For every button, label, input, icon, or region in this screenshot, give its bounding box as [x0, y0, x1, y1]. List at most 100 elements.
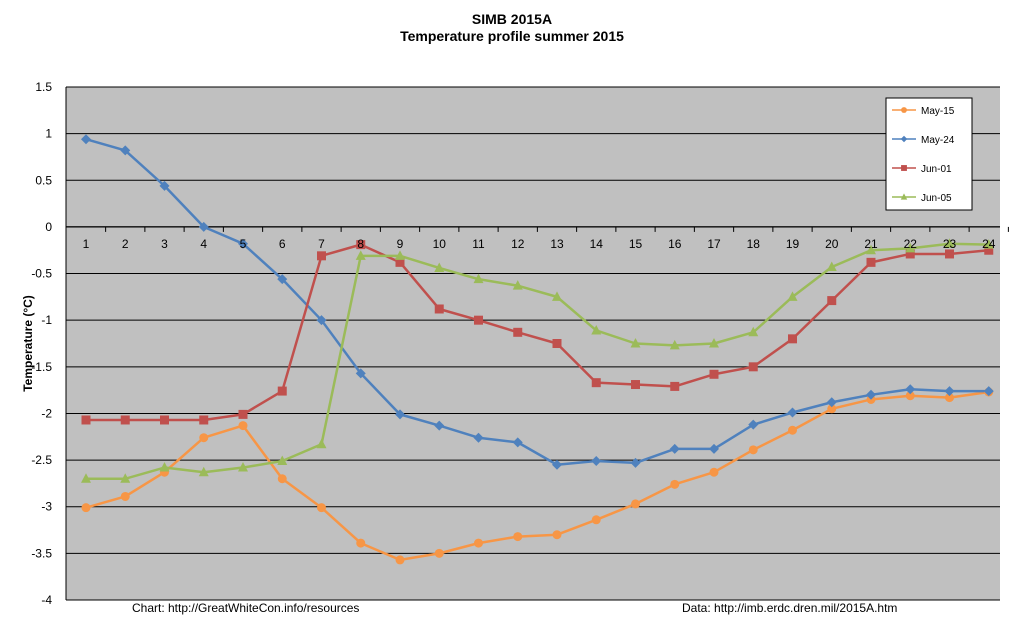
data-point-Jun-01 — [395, 257, 405, 267]
data-point-May-24 — [826, 397, 837, 408]
y-tick-label: -3 — [41, 500, 52, 514]
data-point-Jun-01 — [513, 327, 523, 337]
data-point-Jun-01 — [317, 251, 326, 261]
data-point-Jun-05 — [120, 473, 131, 483]
x-tick-label: 11 — [472, 237, 485, 251]
data-point-May-24 — [198, 221, 209, 232]
y-tick-label: -0.5 — [31, 267, 52, 281]
data-point-Jun-01 — [591, 378, 601, 388]
data-point-Jun-05 — [473, 273, 484, 284]
data-point-May-15 — [788, 425, 797, 435]
data-point-Jun-05 — [512, 280, 523, 290]
data-point-May-24 — [512, 437, 523, 448]
legend-label: May-24 — [921, 135, 955, 146]
x-tick-label: 18 — [747, 237, 761, 251]
data-point-May-15 — [552, 530, 562, 540]
x-tick-label: 21 — [864, 237, 878, 251]
x-tick-label: 16 — [668, 237, 682, 251]
data-point-Jun-05 — [591, 324, 602, 335]
x-tick-label: 17 — [707, 237, 721, 251]
data-point-Jun-01 — [120, 415, 130, 425]
data-point-May-15 — [905, 391, 915, 401]
x-tick-label: 14 — [590, 237, 604, 251]
y-tick-label: -2 — [41, 406, 52, 420]
x-tick-label: 22 — [904, 237, 918, 251]
data-point-May-24 — [787, 407, 798, 418]
data-point-Jun-01 — [356, 240, 366, 250]
x-tick-label: 10 — [433, 237, 447, 251]
data-point-May-15 — [631, 499, 640, 509]
y-tick-label: -2.5 — [31, 453, 52, 467]
data-point-May-24 — [355, 368, 366, 379]
data-point-Jun-01 — [474, 315, 483, 325]
data-point-May-24 — [709, 443, 719, 454]
data-point-May-24 — [591, 456, 602, 467]
data-point-May-15 — [474, 538, 483, 548]
y-tick-label: -4 — [41, 593, 52, 607]
data-point-Jun-01 — [670, 381, 680, 391]
data-point-May-24 — [434, 420, 445, 431]
data-point-Jun-01 — [788, 334, 797, 344]
x-tick-label: 23 — [943, 237, 957, 251]
data-point-May-15 — [945, 393, 954, 403]
x-tick-label: 1 — [83, 237, 90, 251]
data-point-Jun-05 — [983, 239, 994, 249]
data-point-May-24 — [159, 180, 170, 191]
data-point-May-24 — [748, 419, 759, 430]
data-point-Jun-01 — [631, 380, 640, 390]
data-point-Jun-05 — [81, 473, 91, 483]
data-point-May-24 — [277, 274, 288, 285]
data-point-Jun-01 — [552, 339, 562, 348]
data-point-Jun-05 — [238, 462, 248, 472]
x-tick-label: 4 — [200, 237, 207, 251]
series-line-May-24 — [85, 138, 989, 467]
data-point-May-15 — [395, 555, 405, 565]
data-point-May-15 — [513, 532, 523, 542]
data-point-Jun-01 — [709, 369, 719, 379]
data-point-May-24 — [669, 443, 680, 454]
data-point-May-15 — [120, 491, 130, 501]
x-tick-label: 13 — [550, 237, 564, 251]
legend-label: Jun-01 — [921, 164, 952, 175]
data-point-May-15 — [827, 404, 837, 414]
data-point-May-24 — [552, 459, 562, 470]
y-tick-label: 1.5 — [35, 80, 52, 94]
data-point-May-15 — [317, 503, 326, 513]
data-point-May-24 — [473, 432, 484, 443]
x-tick-label: 7 — [318, 237, 325, 251]
data-point-Jun-05 — [277, 455, 288, 466]
data-point-May-15 — [238, 421, 248, 431]
data-point-Jun-01 — [984, 245, 994, 255]
data-point-May-15 — [199, 433, 209, 443]
y-tick-label: 0.5 — [35, 173, 52, 187]
data-point-May-24 — [630, 457, 641, 468]
data-point-Jun-05 — [787, 291, 798, 301]
y-tick-label: 0 — [45, 220, 52, 234]
data-point-May-15 — [434, 548, 444, 558]
series-line-Jun-01 — [86, 243, 989, 422]
data-point-Jun-01 — [277, 386, 287, 396]
data-point-Jun-01 — [199, 415, 209, 425]
data-point-May-24 — [983, 386, 994, 397]
data-point-Jun-05 — [355, 250, 366, 260]
legend-label: Jun-05 — [921, 193, 952, 204]
legend-marker — [901, 165, 907, 171]
data-point-May-24 — [944, 386, 955, 397]
legend-marker — [901, 107, 907, 113]
x-tick-label: 12 — [511, 237, 525, 251]
series-line-Jun-05 — [86, 242, 989, 480]
x-tick-label: 19 — [786, 237, 800, 251]
chart-subtitle: Temperature profile summer 2015 — [400, 28, 624, 44]
data-point-Jun-01 — [905, 249, 915, 259]
data-point-Jun-05 — [709, 338, 719, 348]
data-point-Jun-05 — [552, 291, 562, 301]
data-point-Jun-05 — [395, 250, 405, 260]
data-point-Jun-05 — [630, 338, 641, 348]
x-tick-label: 3 — [161, 237, 168, 251]
legend-marker — [900, 193, 908, 200]
x-tick-label: 8 — [357, 237, 364, 251]
y-tick-label: 1 — [45, 127, 52, 141]
y-axis-label: Temperature (°C) — [21, 295, 35, 392]
data-point-May-15 — [356, 538, 366, 548]
